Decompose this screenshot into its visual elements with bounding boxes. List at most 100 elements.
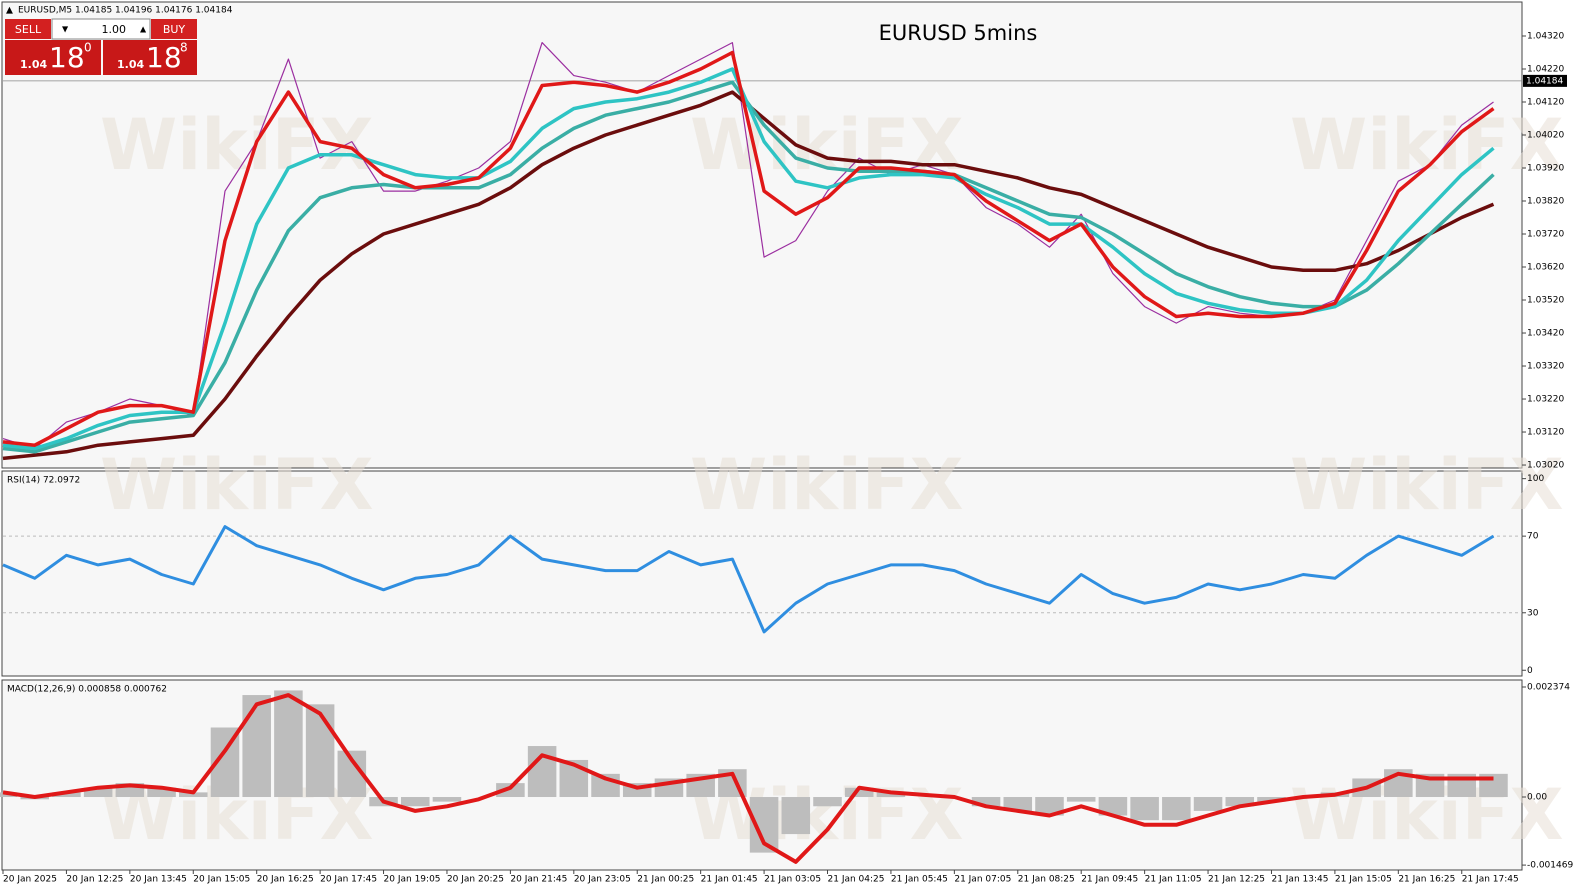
y-tick-label: 1.03720	[1527, 230, 1564, 240]
series-line	[2, 50, 1495, 447]
sell-price-frac: 0	[84, 41, 92, 55]
buy-button[interactable]	[151, 19, 197, 39]
y-tick-label: -0.001469	[1527, 861, 1573, 871]
series-line	[2, 525, 1495, 634]
y-tick-label: 1.03320	[1527, 362, 1564, 372]
y-tick-label: 100	[1527, 474, 1544, 484]
buy-price-big: 1.04	[117, 58, 144, 71]
current-price-label: 1.04184	[1526, 76, 1563, 86]
histogram-bar	[305, 704, 335, 798]
y-tick-label: 1.03920	[1527, 164, 1564, 174]
histogram-bar	[83, 787, 113, 798]
x-tick-label: 21 Jan 07:05	[954, 875, 1011, 885]
y-tick-label: 0.00	[1527, 793, 1547, 803]
macd-title: MACD(12,26,9) 0.000858 0.000762	[7, 685, 167, 695]
x-tick-label: 20 Jan 15:05	[193, 875, 250, 885]
sell-price-big: 1.04	[20, 58, 47, 71]
histogram-bar	[1003, 797, 1033, 811]
histogram-bar	[1162, 797, 1191, 821]
x-tick-label: 21 Jan 12:25	[1208, 875, 1265, 885]
histogram-bar	[781, 797, 811, 835]
histogram-bar	[1257, 797, 1286, 802]
rsi-panel	[1, 470, 1523, 677]
symbol-info: EURUSD,M5 1.04185 1.04196 1.04176 1.0418…	[18, 6, 233, 16]
y-tick-label: 70	[1527, 532, 1539, 542]
histogram-bar	[844, 787, 874, 798]
y-tick-label: 1.04220	[1527, 64, 1564, 74]
x-tick-label: 21 Jan 17:45	[1462, 875, 1519, 885]
histogram-bar	[971, 797, 1001, 807]
sell-price-box[interactable]	[5, 40, 101, 75]
y-tick-label: 1.03520	[1527, 296, 1564, 306]
sell-button[interactable]	[5, 19, 51, 39]
histogram-bar	[1225, 797, 1255, 807]
sell-label: SELL	[15, 23, 42, 36]
y-tick-label: 1.03120	[1527, 428, 1564, 438]
histogram-bar	[1066, 797, 1096, 802]
lot-down[interactable]: ▼	[62, 25, 69, 34]
histogram-bar	[432, 797, 462, 802]
y-tick-label: 0.002374	[1527, 682, 1570, 692]
histogram-bar	[1130, 797, 1159, 821]
x-tick-label: 21 Jan 05:45	[891, 875, 948, 885]
x-tick-label: 20 Jan 17:45	[320, 875, 377, 885]
x-tick-label: 20 Jan 23:05	[574, 875, 631, 885]
rsi-title: RSI(14) 72.0972	[7, 476, 80, 486]
buy-price-frac: 8	[180, 41, 188, 55]
x-tick-label: 20 Jan 16:25	[257, 875, 314, 885]
x-tick-label: 20 Jan 13:45	[130, 875, 187, 885]
x-tick-label: 21 Jan 04:25	[828, 875, 885, 885]
x-tick-label: 21 Jan 01:45	[701, 875, 758, 885]
y-tick-label: 1.04320	[1527, 31, 1564, 41]
histogram-bar	[496, 783, 525, 798]
watermark: WikiFX	[100, 444, 374, 526]
histogram-bar	[876, 792, 906, 798]
chart-title: EURUSD 5mins	[879, 21, 1038, 45]
series-line	[2, 42, 1494, 450]
buy-price-box[interactable]	[103, 40, 197, 75]
x-tick-label: 20 Jan 19:05	[384, 875, 441, 885]
x-tick-label: 21 Jan 03:05	[764, 875, 821, 885]
x-tick-label: 21 Jan 13:45	[1271, 875, 1328, 885]
histogram-bar	[1035, 797, 1064, 816]
lot-value: 1.00	[102, 23, 127, 36]
buy-price-pips: 18	[146, 41, 182, 74]
histogram-bar	[1193, 797, 1223, 811]
x-tick-label: 21 Jan 09:45	[1081, 875, 1138, 885]
x-tick-label: 21 Jan 08:25	[1018, 875, 1075, 885]
y-tick-label: 1.03020	[1527, 461, 1564, 471]
y-tick-label: 1.03620	[1527, 263, 1564, 273]
histogram-bar	[147, 787, 176, 798]
x-tick-label: 21 Jan 15:05	[1335, 875, 1392, 885]
histogram-bar	[242, 695, 271, 798]
buy-label: BUY	[163, 23, 186, 36]
y-tick-label: 1.03820	[1527, 197, 1564, 207]
histogram-bar	[813, 797, 842, 807]
lot-input[interactable]	[51, 18, 151, 40]
histogram-bar	[179, 792, 208, 798]
current-price-box	[1523, 74, 1567, 87]
x-tick-label: 20 Jan 21:45	[510, 875, 567, 885]
x-tick-label: 20 Jan 2025	[3, 875, 57, 885]
x-tick-label: 21 Jan 16:25	[1398, 875, 1455, 885]
x-tick-label: 20 Jan 12:25	[66, 875, 123, 885]
watermark: WikiFX	[1290, 444, 1564, 526]
y-tick-label: 30	[1527, 608, 1539, 618]
x-tick-label: 21 Jan 00:25	[637, 875, 694, 885]
series-line	[2, 693, 1494, 864]
price-panel	[1, 1, 1523, 469]
x-tick-label: 21 Jan 11:05	[1145, 875, 1202, 885]
histogram-bar	[274, 690, 303, 798]
lot-up[interactable]: ▲	[140, 25, 147, 34]
sell-price-pips: 18	[49, 41, 85, 74]
collapse-arrow[interactable]: ▲	[6, 6, 13, 16]
watermark: WikiFX	[690, 444, 964, 526]
y-tick-label: 1.03420	[1527, 329, 1564, 339]
x-tick-label: 20 Jan 20:25	[447, 875, 504, 885]
watermark: WikiFX	[1290, 104, 1564, 186]
histogram-bar	[400, 797, 430, 807]
y-tick-label: 1.03220	[1527, 395, 1564, 405]
y-tick-label: 0	[1527, 666, 1533, 676]
series-line	[2, 67, 1495, 451]
